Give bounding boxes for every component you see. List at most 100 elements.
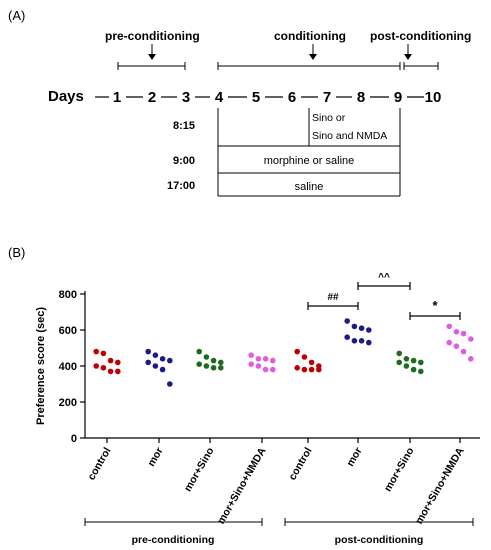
x-tick-label: mor [145,446,165,469]
data-point [351,323,358,330]
data-point [301,366,308,373]
x-tick-label: mor+Sino+NMDA [413,445,467,526]
x-tick-label: mor+Sino [382,446,417,494]
data-point [358,325,365,332]
panel-b-label: (B) [8,245,25,260]
saline-text: saline [295,181,324,193]
post-conditioning-label: post-conditioning [370,29,471,43]
data-point [418,359,424,366]
pre-conditioning-arrow-icon [148,44,156,60]
data-point [410,366,417,373]
pre-conditioning-label: pre-conditioning [105,29,200,43]
y-tick-label: 200 [59,397,77,409]
time-900: 9:00 [173,155,195,167]
data-point [115,359,121,366]
data-point [396,359,403,366]
day-number: 2 [148,89,156,106]
x-tick-label: control [286,445,314,482]
data-point [159,356,166,362]
data-point [210,365,217,371]
data-point [167,357,173,364]
data-point [446,339,453,346]
x-tick-label: mor+Sino+NMDA [215,445,269,526]
data-point [93,363,99,369]
data-point [100,365,107,371]
post-conditioning-arrow-icon [404,44,412,60]
data-point [308,366,315,373]
data-point [270,366,276,373]
data-point [107,368,114,375]
panel-b-chart: (B) Preference score (sec) 0 200 400 600 800… [8,245,480,546]
data-point [358,338,365,344]
data-point [468,356,474,362]
pre-group-label: pre-conditioning [132,534,215,546]
data-point [308,359,315,366]
data-point [344,318,351,324]
data-point [403,356,410,362]
data-point [248,361,254,368]
day-number: 7 [323,89,331,106]
data-point [115,368,121,375]
day-number: 9 [394,89,402,106]
days-label: Days [48,88,84,105]
data-point [218,359,224,366]
conditioning-label: conditioning [274,29,346,43]
data-point [145,348,151,355]
y-tick-label: 600 [59,325,77,337]
data-point [301,354,308,360]
data-point [366,339,372,346]
y-ticks: 0 200 400 600 800 [59,289,85,445]
data-point [100,350,107,357]
conditioning-bracket [217,62,401,70]
time-815: 8:15 [173,120,195,132]
data-point [210,357,217,364]
time-1700: 17:00 [167,180,195,192]
data-point [270,357,276,364]
data-point [218,365,224,371]
day-number: 4 [215,89,224,106]
sino-text-line1: Sino or [312,112,346,124]
day-number: 3 [182,89,190,106]
data-point [294,348,301,355]
data-point [418,368,424,375]
day-number: 10 [425,89,442,106]
data-point [460,348,467,355]
day-number: 1 [113,89,121,106]
days-row: 1 2 3 4 5 6 7 8 9 10 [95,89,441,106]
data-point [344,334,351,341]
data-point [145,359,151,366]
y-tick-label: 0 [71,433,77,445]
data-point [410,357,417,364]
data-point [366,327,372,333]
data-point [152,352,159,359]
morphine-text: morphine or saline [264,155,355,167]
day-number: 8 [357,89,365,106]
conditioning-arrow-icon [309,44,317,60]
y-tick-label: 400 [59,361,77,373]
data-point [152,363,159,369]
pre-group-bracket [84,518,263,526]
x-tick-label: control [85,445,113,482]
pre-conditioning-bracket [117,62,186,70]
data-point [460,330,467,337]
data-point [255,363,262,369]
data-point [403,363,410,369]
data-point [294,365,301,371]
data-point [203,363,210,369]
data-point [351,338,358,344]
data-point [396,350,403,357]
data-point [262,356,269,362]
panel-a-label: (A) [8,8,25,23]
data-point [446,323,453,330]
data-points [93,318,474,387]
significance-marker: * [432,298,438,313]
y-axis-title: Preference score (sec) [35,307,47,425]
y-tick-label: 800 [59,289,77,301]
data-point [93,348,99,355]
significance-marker: ^^ [378,272,390,283]
data-point [453,329,460,335]
sino-text-line2: Sino and NMDA [312,130,387,142]
data-point [159,366,166,373]
